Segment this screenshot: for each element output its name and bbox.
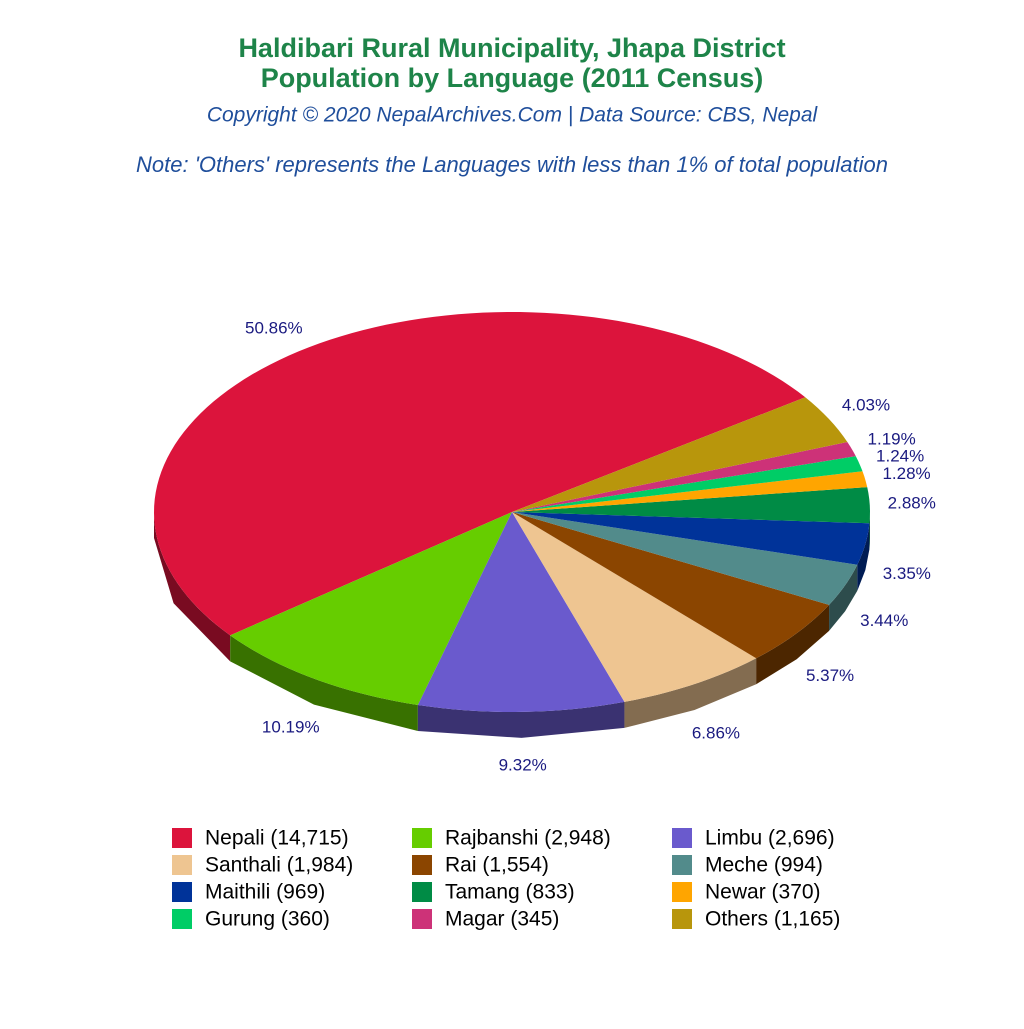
slice-side <box>857 523 870 591</box>
data-label: 3.35% <box>883 564 931 583</box>
data-label: 1.19% <box>868 430 916 449</box>
legend-swatch <box>172 909 192 929</box>
slice <box>512 397 848 512</box>
data-label: 3.44% <box>860 611 908 630</box>
copyright: Copyright © 2020 NepalArchives.Com | Dat… <box>207 104 819 127</box>
data-label: 9.32% <box>499 755 547 774</box>
slice <box>512 441 856 512</box>
legend-swatch <box>412 855 432 875</box>
legend-swatch <box>412 909 432 929</box>
note: Note: 'Others' represents the Languages … <box>136 152 888 177</box>
slice <box>512 512 830 659</box>
slice <box>512 512 757 702</box>
data-label: 50.86% <box>245 318 303 337</box>
slice <box>230 512 512 705</box>
slice-side <box>417 701 625 738</box>
slice-side <box>154 512 231 662</box>
legend-swatch <box>172 828 192 848</box>
legend-swatch <box>672 855 692 875</box>
chart-subtitle: Population by Language (2011 Census) <box>261 63 764 93</box>
legend-label: Newar (370) <box>705 881 821 904</box>
chart-title: Haldibari Rural Municipality, Jhapa Dist… <box>238 33 785 63</box>
slice <box>417 512 625 712</box>
legend-label: Magar (345) <box>445 908 559 931</box>
legend-label: Others (1,165) <box>705 908 840 931</box>
legend-label: Maithili (969) <box>205 881 325 904</box>
legend-swatch <box>672 882 692 902</box>
slice <box>512 456 863 512</box>
legend-swatch <box>172 882 192 902</box>
legend-swatch <box>412 828 432 848</box>
slice-side <box>230 635 418 731</box>
legend-swatch <box>672 909 692 929</box>
sides <box>154 512 870 738</box>
slice-side <box>756 604 830 685</box>
slice <box>154 312 806 636</box>
data-label: 4.03% <box>842 395 890 414</box>
data-label: 6.86% <box>692 724 740 743</box>
legend-label: Rajbanshi (2,948) <box>445 827 611 850</box>
legend-label: Meche (994) <box>705 854 823 877</box>
legend-label: Rai (1,554) <box>445 854 549 877</box>
data-label: 5.37% <box>806 666 854 685</box>
slice-side <box>829 564 858 631</box>
slice <box>512 512 870 565</box>
legend-label: Gurung (360) <box>205 908 330 931</box>
slice <box>512 487 870 524</box>
legend-swatch <box>412 882 432 902</box>
legend-swatch <box>172 855 192 875</box>
legend-label: Santhali (1,984) <box>205 854 353 877</box>
slice-side <box>624 658 757 728</box>
data-label: 2.88% <box>888 494 936 513</box>
legend-label: Nepali (14,715) <box>205 827 349 850</box>
data-label: 1.24% <box>876 446 924 465</box>
slice <box>512 471 868 512</box>
data-label: 10.19% <box>262 717 320 736</box>
slice <box>512 512 858 605</box>
legend-label: Tamang (833) <box>445 881 575 904</box>
data-label: 1.28% <box>882 464 930 483</box>
legend-label: Limbu (2,696) <box>705 827 835 850</box>
legend-swatch <box>672 828 692 848</box>
slice-side <box>869 512 870 550</box>
